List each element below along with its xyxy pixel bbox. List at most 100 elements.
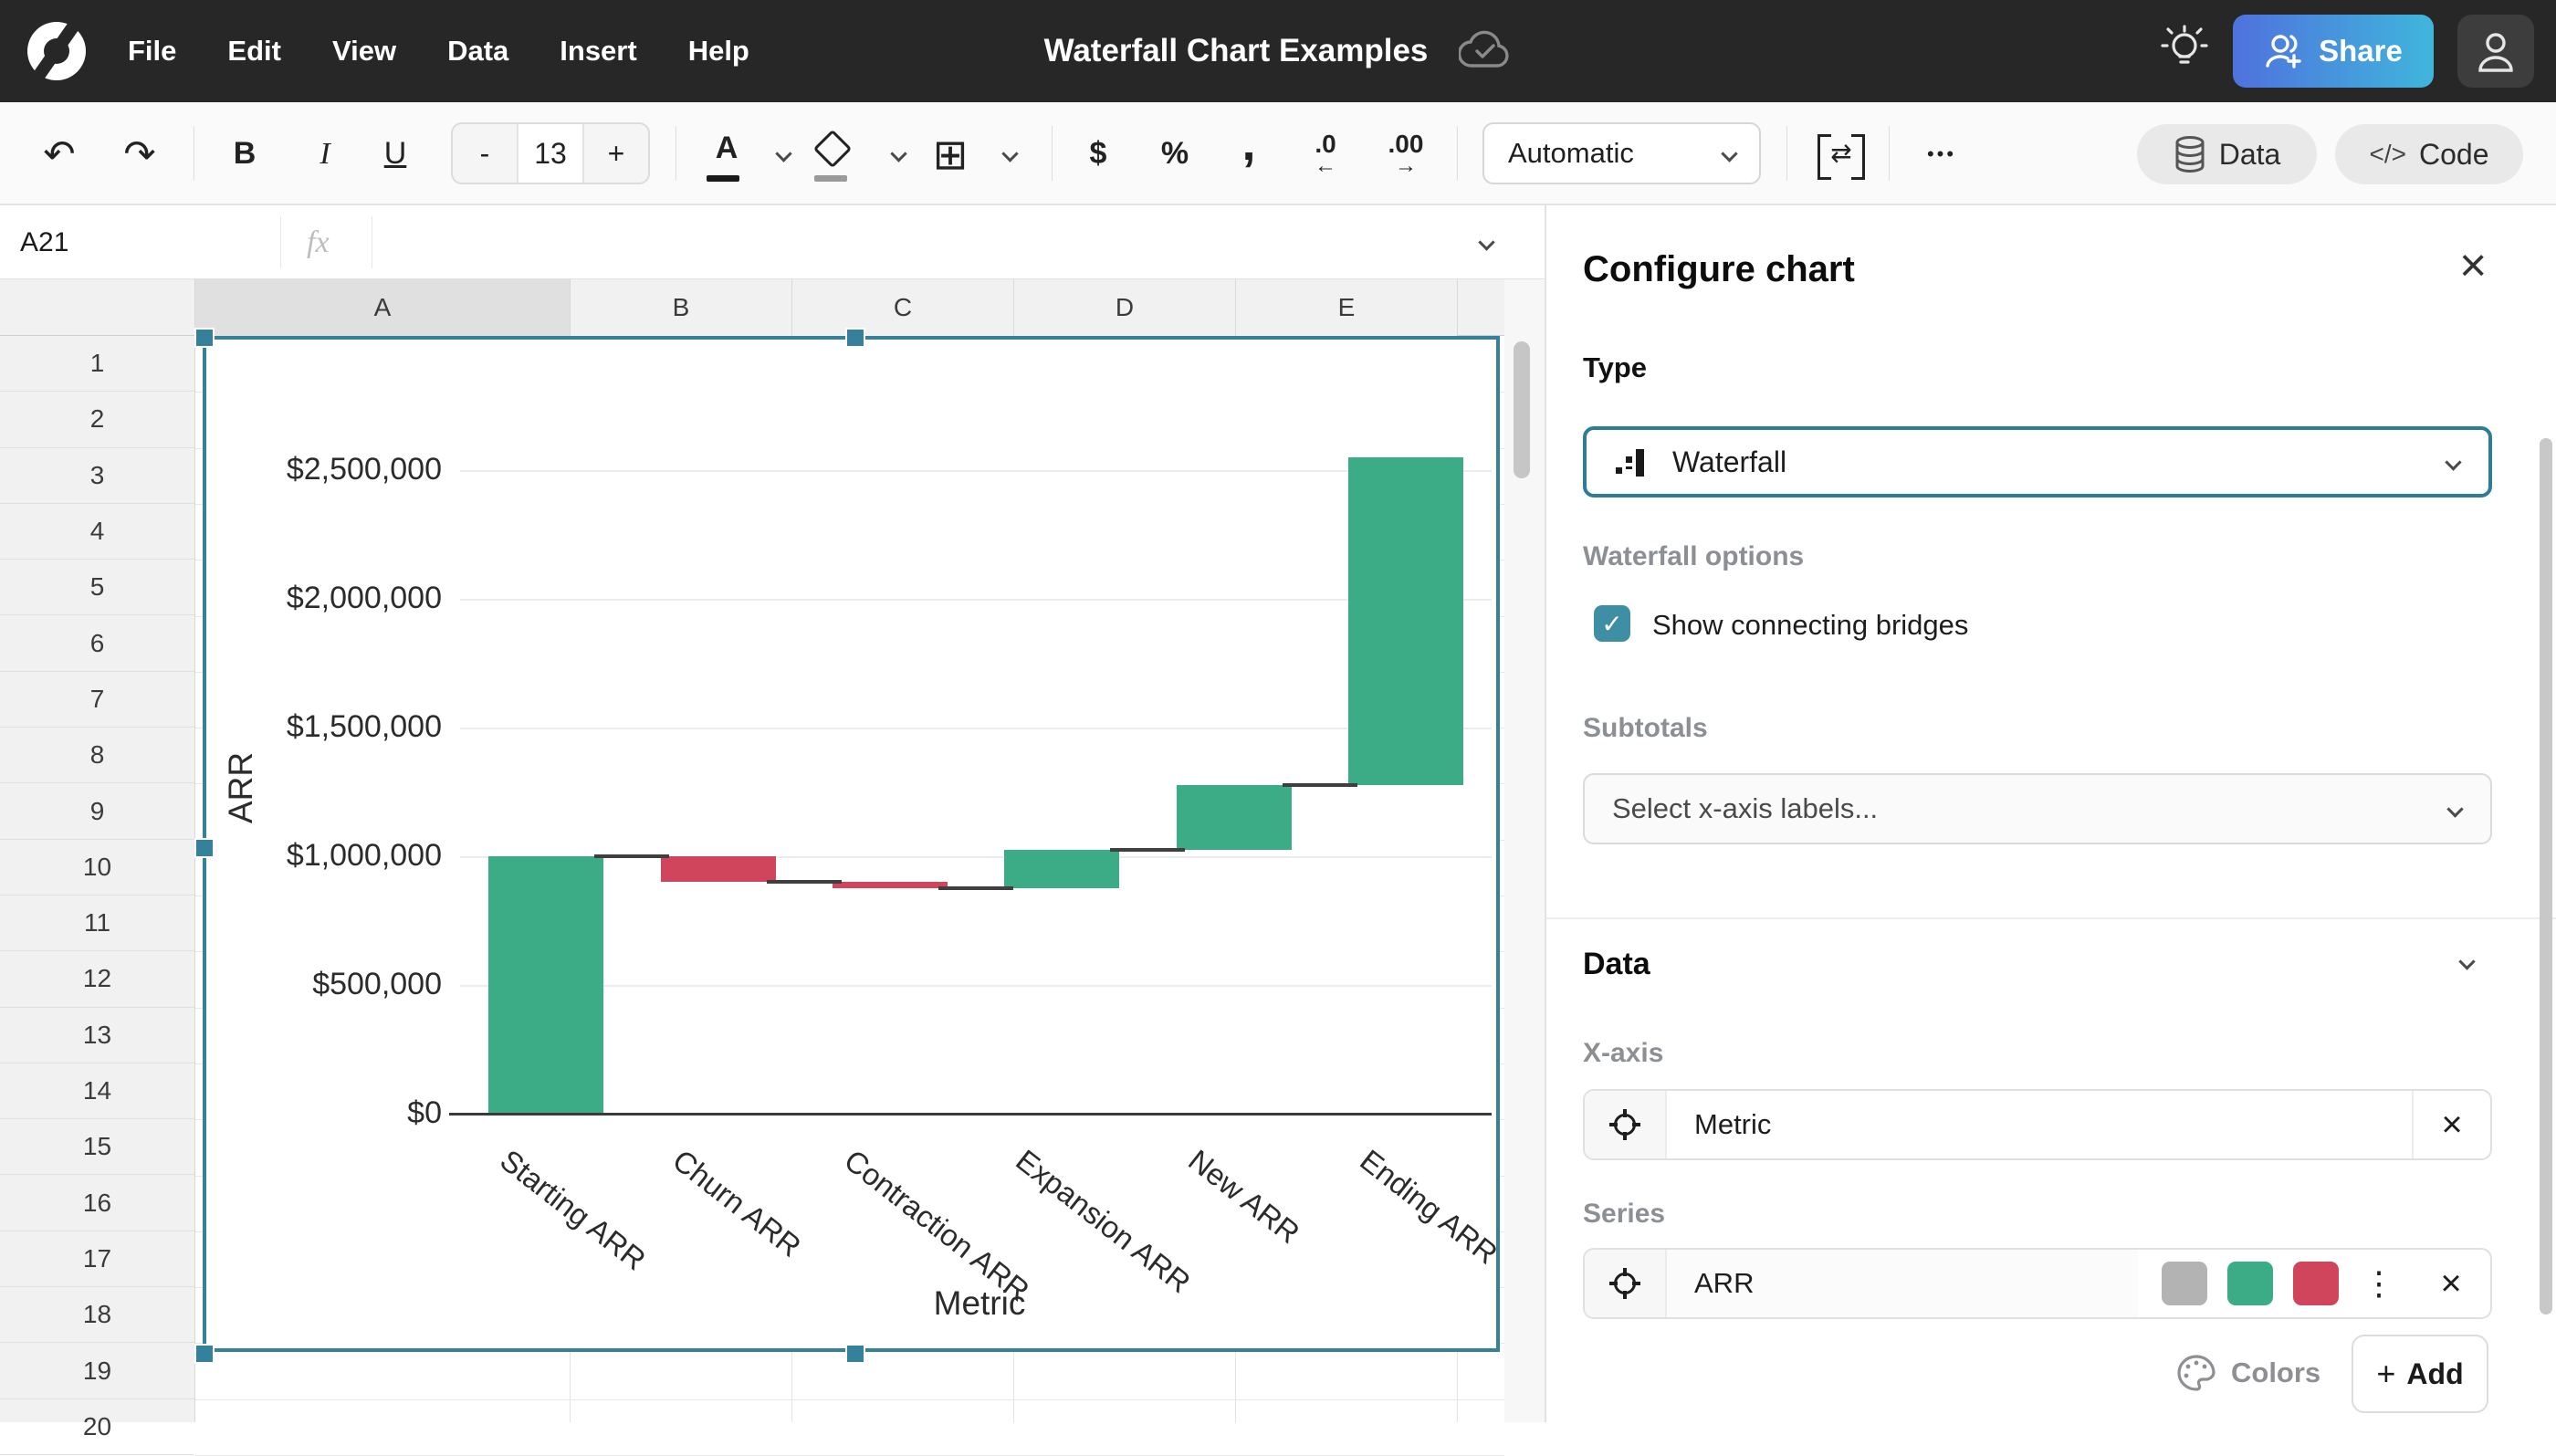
borders-chevron[interactable] xyxy=(993,102,1026,205)
chart-resize-handle-top-center[interactable] xyxy=(845,328,865,348)
waterfall-bar-starting-arr[interactable] xyxy=(488,856,604,1114)
color-swatch-neutral[interactable] xyxy=(2162,1262,2207,1305)
number-format-select[interactable]: Automatic xyxy=(1482,122,1761,184)
series-value[interactable]: ARR xyxy=(1667,1250,2138,1317)
series-remove-button[interactable]: × xyxy=(2440,1262,2462,1304)
bold-button[interactable]: B xyxy=(233,136,257,171)
color-swatch-decrease[interactable] xyxy=(2293,1262,2339,1305)
color-swatch-increase[interactable] xyxy=(2227,1262,2273,1305)
waterfall-bar-ending-arr[interactable] xyxy=(1347,456,1463,786)
font-size-decrease[interactable]: - xyxy=(479,136,490,170)
row-header-10[interactable]: 10 xyxy=(0,840,194,896)
menu-help[interactable]: Help xyxy=(687,35,749,67)
decrease-decimals-button[interactable]: .0 ← xyxy=(1315,129,1336,178)
menu-insert[interactable]: Insert xyxy=(560,35,637,67)
column-header-E[interactable]: E xyxy=(1236,279,1458,336)
chart-resize-handle-bottom-left[interactable] xyxy=(194,1344,215,1364)
row-header-15[interactable]: 15 xyxy=(0,1119,194,1176)
panel-scrollbar[interactable] xyxy=(2540,438,2552,1315)
menu-data[interactable]: Data xyxy=(447,35,509,67)
waterfall-bar-expansion-arr[interactable] xyxy=(1004,849,1120,889)
row-header-2[interactable]: 2 xyxy=(0,392,194,448)
code-button[interactable]: </> Code xyxy=(2335,124,2523,184)
row-header-8[interactable]: 8 xyxy=(0,728,194,784)
merge-cells-button[interactable]: ⇄ xyxy=(1812,102,1870,205)
row-header-9[interactable]: 9 xyxy=(0,783,194,840)
increase-decimals-button[interactable]: .00 → xyxy=(1388,129,1424,178)
formula-input[interactable] xyxy=(393,205,1470,279)
fill-color-button[interactable] xyxy=(805,102,860,205)
series-label: Series xyxy=(1583,1199,1666,1229)
borders-button[interactable]: ⊞ xyxy=(932,130,969,178)
column-header-A[interactable]: A xyxy=(195,279,571,336)
column-header-C[interactable]: C xyxy=(792,279,1014,336)
data-section-collapse-chevron[interactable] xyxy=(2458,953,2476,972)
font-size-value[interactable]: 13 xyxy=(517,124,584,183)
chart-resize-handle-bottom-center[interactable] xyxy=(845,1344,865,1364)
app-logo-icon[interactable] xyxy=(27,17,86,83)
text-color-chevron[interactable] xyxy=(767,102,800,205)
xaxis-remove-button[interactable]: × xyxy=(2412,1091,2490,1158)
row-header-20[interactable]: 20 xyxy=(0,1399,194,1455)
colors-button[interactable]: Colors xyxy=(2176,1354,2320,1392)
row-header-7[interactable]: 7 xyxy=(0,672,194,728)
row-header-12[interactable]: 12 xyxy=(0,951,194,1008)
row-header-5[interactable]: 5 xyxy=(0,560,194,616)
share-button[interactable]: Share xyxy=(2233,15,2434,88)
column-header-B[interactable]: B xyxy=(571,279,792,336)
series-kebab-menu[interactable]: ⋮ xyxy=(2362,1264,2395,1302)
more-options-button[interactable]: ••• xyxy=(1926,141,1957,165)
row-header-3[interactable]: 3 xyxy=(0,448,194,504)
chart-resize-handle-mid-left[interactable] xyxy=(194,838,215,858)
x-tick-label: Starting ARR xyxy=(494,1143,653,1277)
row-header-17[interactable]: 17 xyxy=(0,1231,194,1288)
row-header-16[interactable]: 16 xyxy=(0,1176,194,1231)
font-size-increase[interactable]: + xyxy=(607,136,625,170)
data-sources-button[interactable]: Data xyxy=(2137,124,2317,184)
row-header-6[interactable]: 6 xyxy=(0,616,194,672)
cell-reference-box[interactable]: A21 xyxy=(20,226,69,257)
waterfall-bar-contraction-arr[interactable] xyxy=(832,882,948,889)
row-header-4[interactable]: 4 xyxy=(0,504,194,560)
menu-file[interactable]: File xyxy=(128,35,177,67)
document-title[interactable]: Waterfall Chart Examples xyxy=(1043,33,1429,68)
italic-button[interactable]: I xyxy=(320,136,330,171)
fill-color-chevron[interactable] xyxy=(882,102,915,205)
show-bridges-checkbox[interactable]: ✓ xyxy=(1594,605,1630,642)
redo-button[interactable]: ↷ xyxy=(123,132,156,175)
undo-button[interactable]: ↶ xyxy=(43,132,76,175)
chart-resize-handle-top-left[interactable] xyxy=(194,328,215,348)
row-header-11[interactable]: 11 xyxy=(0,896,194,952)
x-tick-label: Churn ARR xyxy=(665,1143,808,1263)
font-size-stepper[interactable]: - 13 + xyxy=(451,122,650,184)
menu-edit[interactable]: Edit xyxy=(227,35,281,67)
menu-view[interactable]: View xyxy=(331,35,397,67)
show-bridges-label[interactable]: Show connecting bridges xyxy=(1652,609,1969,641)
subtotals-select[interactable]: Select x-axis labels... xyxy=(1583,773,2492,844)
account-avatar-button[interactable] xyxy=(2457,15,2534,88)
xaxis-value[interactable]: Metric xyxy=(1694,1108,1772,1140)
row-header-19[interactable]: 19 xyxy=(0,1343,194,1399)
row-header-14[interactable]: 14 xyxy=(0,1063,194,1120)
series-target-icon[interactable] xyxy=(1585,1250,1667,1317)
tips-lightbulb-icon[interactable] xyxy=(2160,24,2209,79)
underline-button[interactable]: U xyxy=(383,136,407,171)
row-header-18[interactable]: 18 xyxy=(0,1287,194,1344)
xaxis-target-icon[interactable] xyxy=(1585,1091,1667,1158)
waterfall-bar-churn-arr[interactable] xyxy=(660,856,776,883)
thousands-separator-button[interactable]: , xyxy=(1241,115,1256,171)
waterfall-bar-new-arr[interactable] xyxy=(1176,785,1292,850)
sheet-vertical-scrollbar[interactable] xyxy=(1514,341,1530,478)
waterfall-chart[interactable]: $0 $500,000 $1,000,000 $1,500,000 $2,000,000… xyxy=(194,328,1503,1364)
add-series-button[interactable]: + Add xyxy=(2352,1335,2488,1413)
text-color-button[interactable]: A xyxy=(699,102,754,205)
percent-format-button[interactable]: % xyxy=(1160,136,1189,171)
currency-format-button[interactable]: $ xyxy=(1089,136,1107,171)
formula-bar-expand-chevron[interactable] xyxy=(1478,234,1495,253)
row-header-1[interactable]: 1 xyxy=(0,336,194,393)
close-icon[interactable]: × xyxy=(2459,239,2488,292)
row-header-13[interactable]: 13 xyxy=(0,1008,194,1063)
select-all-corner[interactable] xyxy=(0,279,195,336)
column-header-D[interactable]: D xyxy=(1014,279,1236,336)
chart-type-select[interactable]: Waterfall xyxy=(1583,426,2492,498)
